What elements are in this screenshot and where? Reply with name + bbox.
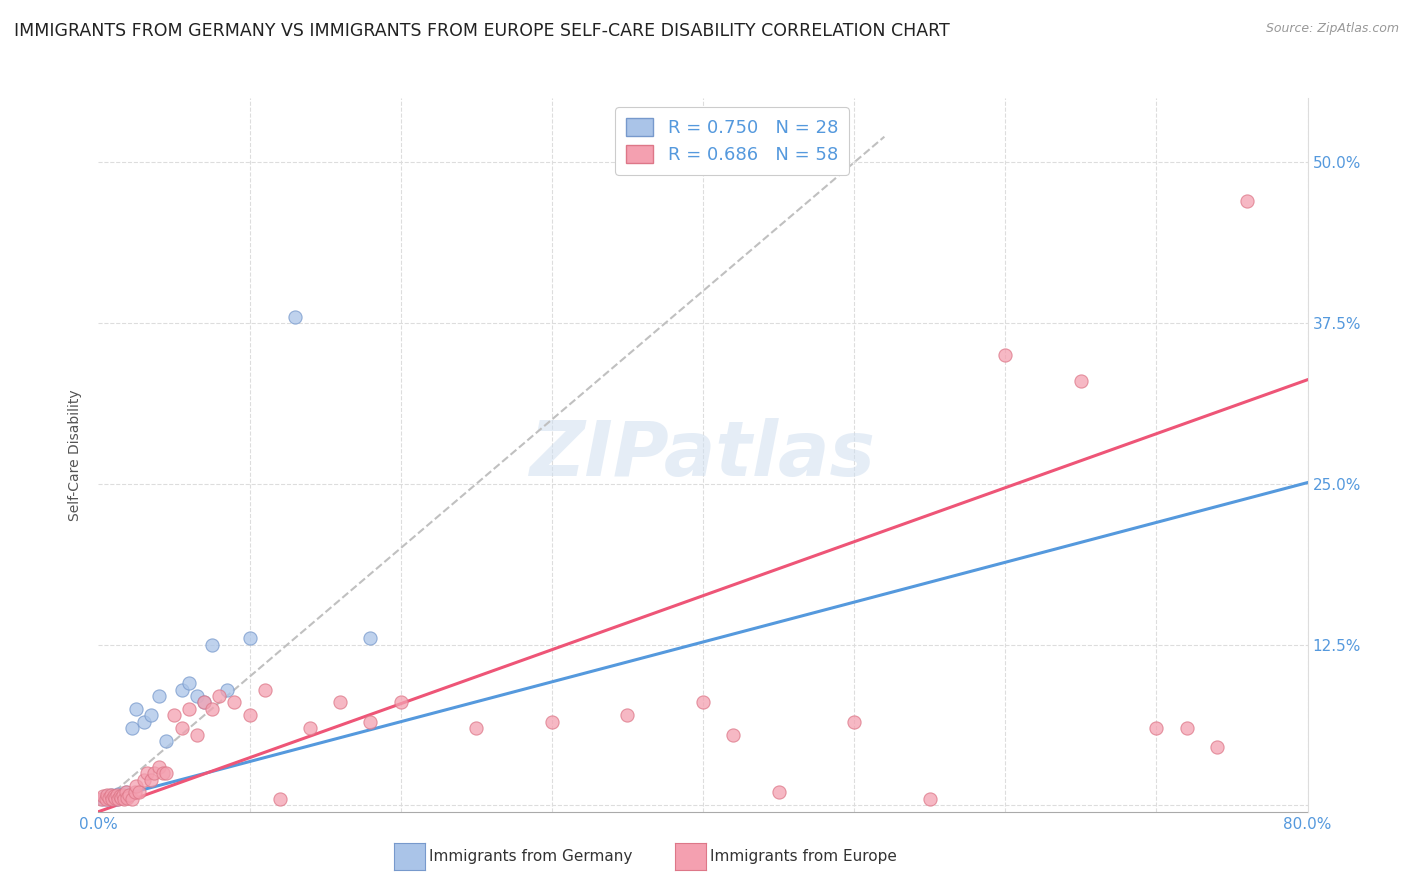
- Point: [101, 792, 124, 806]
- Point: [163, 708, 186, 723]
- Point: [155, 766, 177, 780]
- Point: [141, 708, 163, 723]
- Point: [1175, 721, 1198, 735]
- Text: Source: ZipAtlas.com: Source: ZipAtlas.com: [1265, 22, 1399, 36]
- Point: [692, 695, 714, 709]
- Point: [112, 789, 135, 804]
- Point: [132, 714, 155, 729]
- Point: [224, 695, 246, 709]
- Point: [186, 689, 208, 703]
- Point: [128, 785, 150, 799]
- Point: [132, 772, 155, 787]
- Point: [540, 714, 562, 729]
- Point: [239, 708, 262, 723]
- Point: [110, 790, 132, 805]
- Point: [148, 689, 170, 703]
- Point: [465, 721, 488, 735]
- Point: [121, 721, 143, 735]
- Point: [101, 790, 124, 805]
- Point: [360, 714, 382, 729]
- Point: [201, 702, 224, 716]
- Point: [107, 792, 129, 806]
- Point: [152, 766, 174, 780]
- Y-axis label: Self-Care Disability: Self-Care Disability: [69, 389, 83, 521]
- Point: [1144, 721, 1167, 735]
- Point: [844, 714, 866, 729]
- Point: [389, 695, 412, 709]
- Point: [103, 789, 125, 804]
- Point: [108, 789, 131, 804]
- Text: Immigrants from Germany: Immigrants from Germany: [429, 849, 633, 863]
- Point: [215, 682, 238, 697]
- Point: [114, 785, 136, 799]
- Point: [98, 790, 121, 805]
- Point: [121, 792, 143, 806]
- Point: [125, 702, 148, 716]
- Point: [90, 792, 112, 806]
- Point: [118, 788, 141, 802]
- Point: [723, 728, 745, 742]
- Point: [208, 689, 231, 703]
- Point: [94, 789, 117, 804]
- Point: [114, 785, 136, 799]
- Point: [918, 792, 941, 806]
- Point: [125, 779, 148, 793]
- Point: [118, 788, 141, 802]
- Point: [107, 787, 129, 801]
- Point: [155, 734, 177, 748]
- Point: [110, 788, 132, 802]
- Point: [1236, 194, 1258, 208]
- Point: [112, 792, 135, 806]
- Point: [91, 789, 114, 804]
- Point: [1070, 374, 1092, 388]
- Point: [124, 785, 146, 799]
- Point: [108, 790, 131, 805]
- Point: [94, 792, 117, 806]
- Text: ZIPatlas: ZIPatlas: [530, 418, 876, 491]
- Point: [105, 788, 128, 802]
- Point: [179, 702, 201, 716]
- Point: [616, 708, 638, 723]
- Point: [193, 695, 215, 709]
- Point: [284, 310, 307, 324]
- Point: [329, 695, 352, 709]
- Text: IMMIGRANTS FROM GERMANY VS IMMIGRANTS FROM EUROPE SELF-CARE DISABILITY CORRELATI: IMMIGRANTS FROM GERMANY VS IMMIGRANTS FR…: [14, 22, 950, 40]
- Point: [100, 788, 122, 802]
- Legend: R = 0.750   N = 28, R = 0.686   N = 58: R = 0.750 N = 28, R = 0.686 N = 58: [616, 107, 849, 175]
- Point: [143, 766, 166, 780]
- Point: [994, 348, 1017, 362]
- Point: [239, 631, 262, 645]
- Point: [100, 788, 122, 802]
- Point: [170, 721, 193, 735]
- Point: [111, 788, 134, 802]
- Point: [105, 792, 128, 806]
- Point: [253, 682, 276, 697]
- Point: [193, 695, 215, 709]
- Point: [1206, 740, 1229, 755]
- Point: [96, 788, 118, 802]
- Point: [269, 792, 291, 806]
- Point: [360, 631, 382, 645]
- Point: [135, 766, 157, 780]
- Text: Immigrants from Europe: Immigrants from Europe: [710, 849, 897, 863]
- Point: [104, 790, 127, 805]
- Point: [186, 728, 208, 742]
- Point: [179, 676, 201, 690]
- Point: [141, 772, 163, 787]
- Point: [768, 785, 790, 799]
- Point: [148, 760, 170, 774]
- Point: [170, 682, 193, 697]
- Point: [103, 789, 125, 804]
- Point: [91, 792, 114, 806]
- Point: [201, 638, 224, 652]
- Point: [115, 790, 138, 805]
- Point: [96, 792, 118, 806]
- Point: [299, 721, 322, 735]
